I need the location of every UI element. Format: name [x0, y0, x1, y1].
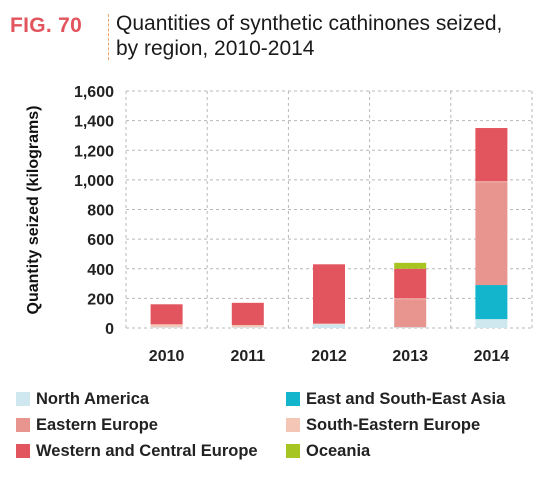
legend-swatch — [286, 392, 300, 406]
bar-segment-2014-2 — [475, 182, 508, 286]
x-tick-label-2014: 2014 — [474, 348, 510, 365]
chart-title-line-1: Quantities of synthetic cathinones seize… — [116, 12, 503, 35]
x-axis-ticks: 2010 2011 2012 2013 2014 — [149, 348, 509, 365]
legend-item: Western and Central Europe — [16, 440, 258, 462]
bar-segment-2013-2 — [394, 299, 427, 328]
x-tick-label-2012: 2012 — [311, 348, 347, 365]
legend-label: Eastern Europe — [36, 415, 158, 434]
legend-item: South-Eastern Europe — [286, 414, 480, 436]
legend-swatch — [16, 418, 30, 432]
legend-label: South-Eastern Europe — [306, 415, 481, 434]
figure-header: FIG. 70 Quantities of synthetic cathinon… — [8, 8, 548, 64]
bar-segment-2013-3 — [394, 298, 427, 300]
grid-lines — [125, 90, 533, 329]
bars — [150, 128, 508, 328]
legend-item: Oceania — [286, 440, 370, 462]
bar-segment-2014-4 — [475, 128, 508, 182]
legend-label: North America — [36, 389, 150, 408]
bar-segment-2012-3 — [313, 323, 345, 325]
bar-segment-2013-5 — [394, 262, 427, 269]
y-tick-label: 1,600 — [74, 84, 114, 101]
bar-segment-2010-0 — [150, 327, 183, 328]
y-axis-label: Quantity seized (kilograms) — [25, 106, 42, 315]
figure-number: FIG. 70 — [10, 14, 83, 37]
y-tick-label: 800 — [87, 203, 114, 220]
x-tick-label-2011: 2011 — [230, 348, 265, 365]
bar-segment-2014-1 — [475, 285, 508, 320]
bar-segment-2011-3 — [231, 325, 264, 328]
bar-segment-2013-0 — [394, 327, 427, 328]
y-tick-label: 1,200 — [74, 143, 114, 160]
bar-segment-2011-0 — [231, 327, 264, 328]
legend-item: Eastern Europe — [16, 414, 158, 436]
bar-segment-2014-3 — [475, 181, 508, 183]
legend-label: Western and Central Europe — [36, 441, 258, 460]
x-tick-label-2013: 2013 — [392, 348, 428, 365]
legend-swatch — [286, 418, 300, 432]
y-tick-label: 0 — [105, 321, 114, 338]
chart-title: Quantities of synthetic cathinones seize… — [116, 11, 556, 61]
legend-swatch — [16, 444, 30, 458]
header-divider — [108, 14, 109, 60]
bar-segment-2012-4 — [313, 264, 345, 324]
bar-segment-2010-4 — [150, 304, 183, 325]
y-axis-ticks: 0 200 400 600 800 1,000 1,200 1,400 1,600 — [74, 84, 114, 338]
y-tick-label: 200 — [87, 291, 114, 308]
legend-label: Oceania — [306, 441, 371, 460]
bar-segment-2013-4 — [394, 268, 427, 299]
y-tick-label: 400 — [87, 262, 114, 279]
legend-label: East and South-East Asia — [306, 389, 506, 408]
legend-swatch — [16, 392, 30, 406]
legend-item: East and South-East Asia — [286, 388, 505, 410]
y-tick-label: 1,400 — [74, 114, 114, 131]
y-tick-label: 1,000 — [74, 173, 114, 190]
legend-item: North America — [16, 388, 149, 410]
y-tick-label: 600 — [87, 232, 114, 249]
bar-segment-2011-4 — [231, 302, 264, 326]
legend-swatch — [286, 444, 300, 458]
bar-segment-2010-3 — [150, 324, 183, 328]
bar-segment-2012-0 — [313, 324, 345, 328]
x-tick-label-2010: 2010 — [149, 348, 185, 365]
bar-segment-2014-0 — [475, 319, 508, 328]
chart-title-line-2: by region, 2010-2014 — [116, 37, 315, 60]
legend: North America East and South-East Asia Eas… — [16, 388, 546, 472]
